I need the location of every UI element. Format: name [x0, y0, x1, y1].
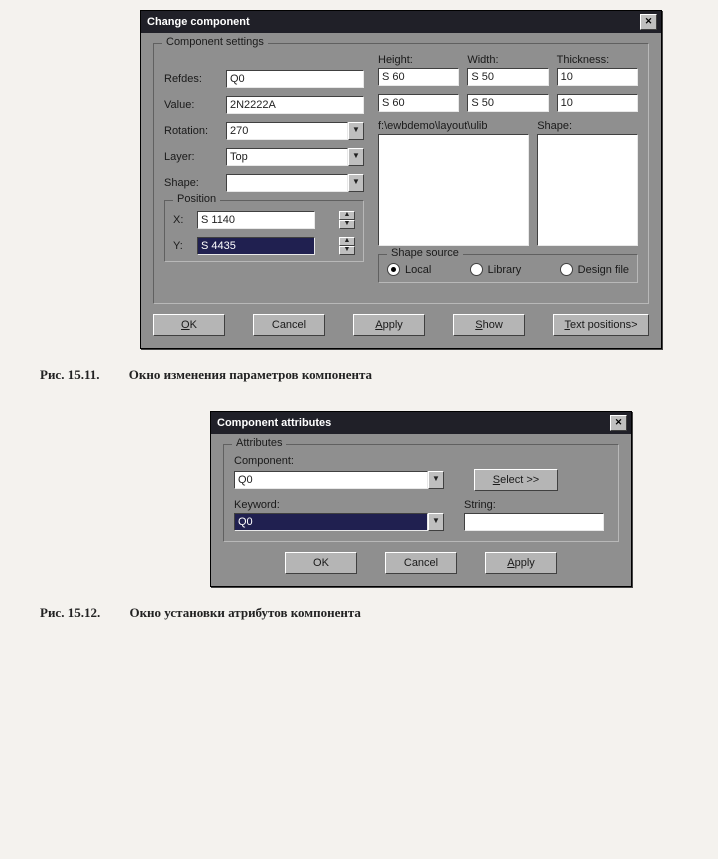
y-spinner[interactable]: ▲▼: [339, 237, 355, 255]
rotation-combo[interactable]: 270 ▼: [226, 122, 364, 140]
cancel-button[interactable]: Cancel: [385, 552, 457, 574]
select-button[interactable]: Select >>: [474, 469, 558, 491]
refdes-height-input[interactable]: S 60: [378, 68, 459, 86]
value-label: Value:: [164, 99, 218, 111]
chevron-down-icon[interactable]: ▼: [348, 122, 364, 140]
ok-button[interactable]: OK: [285, 552, 357, 574]
chevron-up-icon[interactable]: ▲: [339, 211, 355, 220]
apply-button[interactable]: Apply: [485, 552, 557, 574]
text-positions-button[interactable]: Text positions>: [553, 314, 649, 336]
y-label: Y:: [173, 240, 189, 252]
shape-combo[interactable]: ▼: [226, 174, 364, 192]
component-combo[interactable]: Q0 ▼: [234, 471, 444, 489]
group-title: Component settings: [162, 36, 268, 48]
chevron-down-icon[interactable]: ▼: [428, 513, 444, 531]
rotation-value[interactable]: 270: [226, 122, 348, 140]
local-radio[interactable]: Local: [387, 263, 431, 276]
figure-caption-2: Рис. 15.12. Окно установки атрибутов ком…: [40, 605, 678, 621]
value-width-input[interactable]: S 50: [467, 94, 548, 112]
close-icon[interactable]: ✕: [610, 415, 627, 431]
design-file-radio[interactable]: Design file: [560, 263, 629, 276]
height-header: Height:: [378, 54, 459, 66]
component-settings-group: Component settings Refdes: Q0 Value: 2N2…: [153, 43, 649, 304]
refdes-width-input[interactable]: S 50: [467, 68, 548, 86]
apply-button[interactable]: Apply: [353, 314, 425, 336]
shape-source-title: Shape source: [387, 247, 463, 259]
figure-number: Рис. 15.11.: [40, 367, 99, 382]
dialog-title: Component attributes: [217, 417, 331, 429]
cancel-button[interactable]: Cancel: [253, 314, 325, 336]
radio-icon: [470, 263, 483, 276]
titlebar: Change component ✕: [141, 11, 661, 33]
chevron-down-icon[interactable]: ▼: [339, 220, 355, 229]
refdes-input[interactable]: Q0: [226, 70, 364, 88]
thickness-header: Thickness:: [557, 54, 638, 66]
ok-button[interactable]: OK: [153, 314, 225, 336]
library-listbox[interactable]: [378, 134, 529, 246]
dialog-title: Change component: [147, 16, 250, 28]
component-label: Component:: [234, 455, 608, 467]
string-input[interactable]: [464, 513, 604, 531]
x-spinner[interactable]: ▲▼: [339, 211, 355, 229]
shape-label: Shape:: [164, 177, 218, 189]
group-title: Attributes: [232, 437, 286, 449]
shape2-label: Shape:: [537, 120, 638, 132]
library-radio[interactable]: Library: [470, 263, 522, 276]
radio-icon: [387, 263, 400, 276]
titlebar: Component attributes ✕: [211, 412, 631, 434]
rotation-label: Rotation:: [164, 125, 218, 137]
keyword-label: Keyword:: [234, 499, 444, 511]
keyword-combo[interactable]: Q0 ▼: [234, 513, 444, 531]
width-header: Width:: [467, 54, 548, 66]
y-input[interactable]: S 4435: [197, 237, 315, 255]
refdes-label: Refdes:: [164, 73, 218, 85]
refdes-thickness-input[interactable]: 10: [557, 68, 638, 86]
change-component-dialog: Change component ✕ Component settings Re…: [140, 10, 662, 349]
position-group: Position X: S 1140 ▲▼ Y: S 4435 ▲▼: [164, 200, 364, 262]
component-value[interactable]: Q0: [234, 471, 428, 489]
string-label: String:: [464, 499, 608, 511]
chevron-down-icon[interactable]: ▼: [348, 174, 364, 192]
attributes-group: Attributes Component: Q0 ▼ Select >> Key…: [223, 444, 619, 542]
x-label: X:: [173, 214, 189, 226]
x-input[interactable]: S 1140: [197, 211, 315, 229]
layer-value[interactable]: Top: [226, 148, 348, 166]
value-input[interactable]: 2N2222A: [226, 96, 364, 114]
value-thickness-input[interactable]: 10: [557, 94, 638, 112]
component-attributes-dialog: Component attributes ✕ Attributes Compon…: [210, 411, 632, 587]
chevron-down-icon[interactable]: ▼: [348, 148, 364, 166]
chevron-up-icon[interactable]: ▲: [339, 237, 355, 246]
close-icon[interactable]: ✕: [640, 14, 657, 30]
show-button[interactable]: Show: [453, 314, 525, 336]
figure-text: Окно установки атрибутов компонента: [129, 605, 360, 620]
figure-number: Рис. 15.12.: [40, 605, 100, 620]
shape-source-group: Shape source Local Library Design file: [378, 254, 638, 283]
path-label: f:\ewbdemo\layout\ulib: [378, 120, 529, 132]
shape-value[interactable]: [226, 174, 348, 192]
keyword-value[interactable]: Q0: [234, 513, 428, 531]
value-height-input[interactable]: S 60: [378, 94, 459, 112]
radio-icon: [560, 263, 573, 276]
layer-combo[interactable]: Top ▼: [226, 148, 364, 166]
layer-label: Layer:: [164, 151, 218, 163]
shape-listbox[interactable]: [537, 134, 638, 246]
figure-text: Окно изменения параметров компонента: [129, 367, 372, 382]
chevron-down-icon[interactable]: ▼: [428, 471, 444, 489]
chevron-down-icon[interactable]: ▼: [339, 246, 355, 255]
position-group-title: Position: [173, 193, 220, 205]
figure-caption-1: Рис. 15.11. Окно изменения параметров ко…: [40, 367, 678, 383]
